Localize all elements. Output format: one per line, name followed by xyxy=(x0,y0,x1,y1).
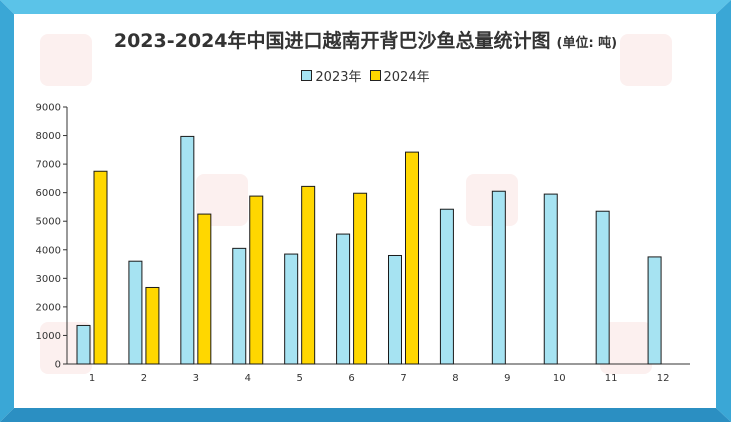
bar-2024 xyxy=(405,151,419,365)
bar-2023 xyxy=(647,256,662,365)
bar-2023 xyxy=(388,254,402,365)
watermark-logos xyxy=(40,34,672,374)
y-tick-label: 2000 xyxy=(36,302,61,313)
frame-top-bevel xyxy=(0,0,731,14)
x-tick-label: 6 xyxy=(348,373,354,384)
y-tick-label: 7000 xyxy=(36,160,61,171)
bar-2024 xyxy=(301,185,316,365)
legend-label-2024: 2024年 xyxy=(383,70,430,85)
legend-item-2023[interactable]: 2023年 xyxy=(301,66,362,85)
bar-2023 xyxy=(128,260,143,365)
legend-swatch-2023 xyxy=(301,70,313,81)
bar-2023 xyxy=(180,135,195,365)
bar-2023 xyxy=(439,208,454,365)
y-tick-label: 1000 xyxy=(36,331,61,342)
bar-2023 xyxy=(543,193,558,365)
bar-2023 xyxy=(76,324,91,365)
legend-item-2024[interactable]: 2024年 xyxy=(369,66,430,85)
legend-label-2023: 2023年 xyxy=(315,70,362,85)
bar-2023 xyxy=(284,253,299,365)
x-tick-label: 5 xyxy=(296,373,302,384)
legend-swatch-2024 xyxy=(369,70,381,81)
x-tick-label: 11 xyxy=(605,373,618,384)
x-tick-label: 4 xyxy=(245,373,251,384)
y-tick-label: 5000 xyxy=(36,217,61,228)
bar-2024 xyxy=(249,195,264,365)
x-tick-label: 2 xyxy=(141,373,147,384)
x-tick-label: 8 xyxy=(452,373,458,384)
x-tick-label: 7 xyxy=(400,373,406,384)
frame-bottom-bevel xyxy=(0,408,731,422)
y-tick-label: 9000 xyxy=(36,103,61,114)
x-tick-label: 3 xyxy=(193,373,199,384)
y-tick-label: 3000 xyxy=(36,274,61,285)
bar-2024 xyxy=(145,286,160,365)
legend: 2023年 2024年 xyxy=(0,66,731,85)
bar-2023 xyxy=(491,190,506,365)
y-tick-label: 4000 xyxy=(36,245,61,256)
x-tick-label: 9 xyxy=(504,373,510,384)
y-tick-label: 0 xyxy=(55,360,61,371)
chart-title: 2023-2024年中国进口越南开背巴沙鱼总量统计图 (单位: 吨) xyxy=(0,26,731,53)
bar-2023 xyxy=(595,210,610,365)
chart-unit: (单位: 吨) xyxy=(556,36,618,51)
chart-title-text: 2023-2024年中国进口越南开背巴沙鱼总量统计图 xyxy=(113,30,551,52)
x-tick-label: 1 xyxy=(89,373,95,384)
bar-2024 xyxy=(93,170,108,365)
y-tick-label: 8000 xyxy=(36,131,61,142)
bar-2023 xyxy=(336,233,351,365)
y-tick-label: 6000 xyxy=(36,188,61,199)
x-tick-label: 10 xyxy=(553,373,566,384)
frame-left-bevel xyxy=(0,0,14,422)
frame-right-bevel xyxy=(716,0,731,422)
bar-2024 xyxy=(197,213,212,365)
x-tick-label: 12 xyxy=(657,373,670,384)
bar-2024 xyxy=(353,192,368,365)
bar-2023 xyxy=(232,247,247,365)
